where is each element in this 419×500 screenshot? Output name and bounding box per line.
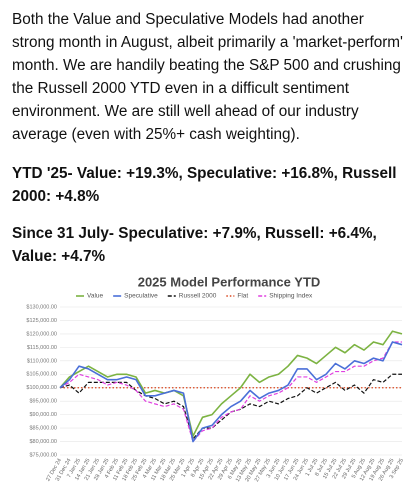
series-line — [59, 341, 403, 443]
legend-label: Shipping Index — [269, 293, 313, 300]
post: Both the Value and Speculative Models ha… — [12, 8, 408, 282]
paragraph: Since 31 July- Speculative: +7.9%, Russe… — [12, 225, 377, 265]
chart: 2025 Model Performance YTD $75,000.00 $80… — [26, 274, 405, 483]
y-tick-label: $130,000.00 — [26, 304, 57, 310]
chart-title: 2025 Model Performance YTD — [138, 274, 321, 289]
y-tick-label: $105,000.00 — [26, 372, 57, 378]
legend-label: Russell 2000 — [179, 293, 217, 300]
y-tick-label: $95,000.00 — [29, 399, 57, 405]
series-line — [59, 341, 402, 443]
legend-label: Speculative — [124, 293, 158, 300]
paragraph: YTD '25- Value: +19.3%, Speculative: +16… — [12, 165, 397, 205]
legend-label: Flat — [237, 293, 248, 300]
y-tick-label: $115,000.00 — [27, 345, 57, 351]
y-tick-label: $120,000.00 — [26, 331, 57, 337]
y-tick-label: $110,000.00 — [27, 358, 57, 364]
y-tick-label: $85,000.00 — [29, 426, 57, 432]
y-tick-label: $80,000.00 — [29, 439, 57, 445]
y-tick-label: $100,000.00 — [26, 385, 57, 391]
legend-label: Value — [87, 293, 104, 300]
paragraph: Both the Value and Speculative Models ha… — [12, 11, 403, 143]
y-tick-label: $125,000.00 — [26, 318, 57, 324]
series-line — [59, 330, 403, 437]
y-tick-label: $75,000.00 — [29, 452, 57, 458]
y-tick-label: $90,000.00 — [29, 412, 57, 418]
